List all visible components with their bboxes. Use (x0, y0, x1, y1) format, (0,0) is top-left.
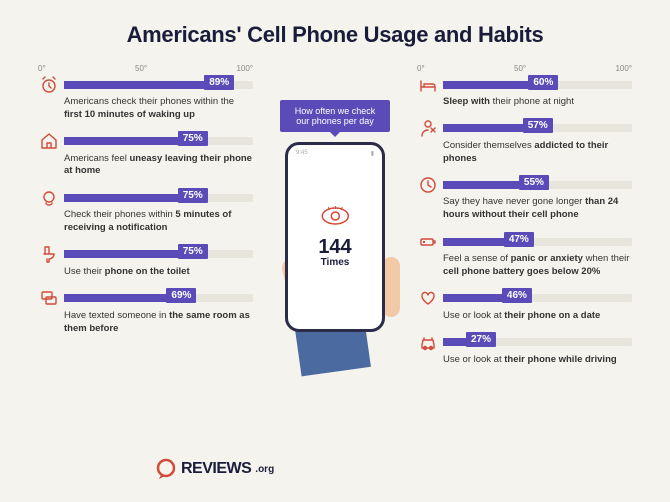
stat-row: 27% Use or look at their phone while dri… (417, 334, 632, 367)
eye-icon (318, 206, 351, 231)
chat-icon (38, 287, 60, 309)
logo-suffix: .org (255, 464, 274, 475)
bar-fill: 55% (443, 181, 547, 189)
status-battery-icon: ▮ (371, 150, 374, 157)
scale-left: 0° 50° 100° (38, 64, 253, 73)
stat-row: 89% Americans check their phones within … (38, 76, 253, 122)
pct-label: 60% (528, 75, 558, 90)
stat-row: 55% Say they have never gone longer than… (417, 176, 632, 222)
page-title: Americans' Cell Phone Usage and Habits (0, 0, 670, 64)
pct-label: 27% (466, 332, 496, 347)
stat-row: 46% Use or look at their phone on a date (417, 290, 632, 323)
pct-label: 89% (204, 75, 234, 90)
bar-fill: 46% (443, 294, 530, 302)
stat-row: 75% Use their phone on the toilet (38, 246, 253, 279)
stat-row: 75% Check their phones within 5 minutes … (38, 189, 253, 235)
stat-caption: Use their phone on the toilet (64, 266, 253, 279)
stat-row: 60% Sleep with their phone at night (417, 76, 632, 109)
stat-caption: Americans feel uneasy leaving their phon… (64, 153, 253, 179)
alarm-icon (38, 74, 60, 96)
callout-bubble: How often we check our phones per day (280, 100, 390, 132)
stat-row: 75% Americans feel uneasy leaving their … (38, 133, 253, 179)
pct-label: 69% (166, 288, 196, 303)
phone-wrap: 9:45 ▮ 144 Times (285, 142, 385, 332)
pct-label: 55% (519, 175, 549, 190)
scale-tick: 0° (417, 64, 425, 73)
pct-label: 46% (502, 288, 532, 303)
person-icon (417, 117, 439, 139)
car-icon (417, 331, 439, 353)
stat-caption: Sleep with their phone at night (443, 96, 632, 109)
pct-label: 47% (504, 232, 534, 247)
clock-icon (417, 174, 439, 196)
bar-track: 27% (443, 338, 632, 346)
stat-caption: Have texted someone in the same room as … (64, 310, 253, 336)
heart-icon (417, 287, 439, 309)
bar-fill: 89% (64, 81, 232, 89)
bar-track: 57% (443, 124, 632, 132)
check-count: 144 (318, 237, 351, 257)
speech-bubble-icon (155, 458, 177, 480)
logo-brand: REVIEWS (181, 460, 251, 478)
bar-track: 60% (443, 81, 632, 89)
stat-caption: Use or look at their phone while driving (443, 354, 632, 367)
scale-right: 0° 50° 100° (417, 64, 632, 73)
bar-fill: 75% (64, 250, 206, 258)
bar-track: 47% (443, 238, 632, 246)
home-icon (38, 130, 60, 152)
left-column: 0° 50° 100° 89% Americans check their ph… (38, 64, 253, 377)
bar-fill: 57% (443, 124, 551, 132)
bar-track: 55% (443, 181, 632, 189)
phone-statusbar: 9:45 ▮ (288, 145, 382, 162)
stat-caption: Feel a sense of panic or anxiety when th… (443, 253, 632, 279)
stat-caption: Consider themselves addicted to their ph… (443, 140, 632, 166)
stat-caption: Say they have never gone longer than 24 … (443, 196, 632, 222)
center-phone-block: How often we check our phones per day 9:… (265, 100, 405, 332)
bar-track: 75% (64, 137, 253, 145)
battery-icon (417, 231, 439, 253)
stat-row: 69% Have texted someone in the same room… (38, 290, 253, 336)
stat-row: 47% Feel a sense of panic or anxiety whe… (417, 233, 632, 279)
scale-tick: 100° (615, 64, 632, 73)
pct-label: 75% (178, 131, 208, 146)
toilet-icon (38, 243, 60, 265)
stat-caption: Use or look at their phone on a date (443, 310, 632, 323)
stat-caption: Check their phones within 5 minutes of r… (64, 209, 253, 235)
bar-fill: 69% (64, 294, 194, 302)
pct-label: 57% (523, 118, 553, 133)
bed-icon (417, 74, 439, 96)
stat-row: 57% Consider themselves addicted to thei… (417, 120, 632, 166)
right-column: 0° 50° 100° 60% Sleep with their phone a… (417, 64, 632, 377)
bar-fill: 47% (443, 238, 532, 246)
pct-label: 75% (178, 244, 208, 259)
phone-frame: 9:45 ▮ 144 Times (285, 142, 385, 332)
bar-fill: 75% (64, 194, 206, 202)
bar-fill: 60% (443, 81, 556, 89)
check-unit: Times (318, 257, 351, 268)
brand-logo: REVIEWS .org (155, 458, 274, 480)
bell-icon (38, 187, 60, 209)
bar-track: 75% (64, 194, 253, 202)
scale-tick: 100° (236, 64, 253, 73)
bar-track: 46% (443, 294, 632, 302)
scale-tick: 0° (38, 64, 46, 73)
scale-tick: 50° (514, 64, 526, 73)
bar-fill: 75% (64, 137, 206, 145)
bar-fill: 27% (443, 338, 494, 346)
scale-tick: 50° (135, 64, 147, 73)
bar-track: 89% (64, 81, 253, 89)
status-time: 9:45 (296, 150, 308, 157)
stat-caption: Americans check their phones within the … (64, 96, 253, 122)
pct-label: 75% (178, 188, 208, 203)
bar-track: 75% (64, 250, 253, 258)
bar-track: 69% (64, 294, 253, 302)
